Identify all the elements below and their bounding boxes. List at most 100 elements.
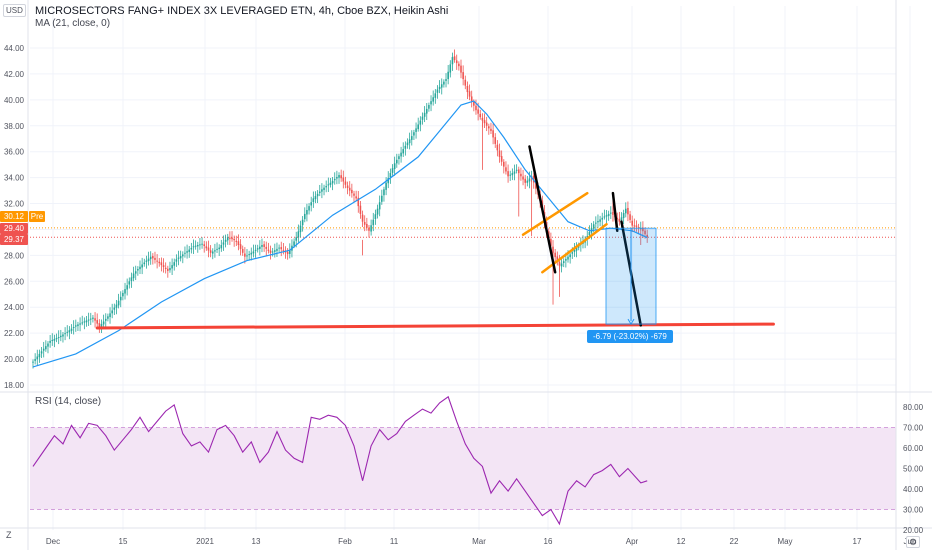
candle-body — [605, 215, 608, 217]
candle-body — [297, 231, 300, 238]
x-tick-label: 17 — [853, 537, 862, 546]
candle-body — [36, 356, 39, 360]
candle-body — [160, 262, 163, 266]
candle-body — [98, 323, 101, 327]
flag-channel-upper — [521, 191, 589, 236]
currency-label[interactable]: USD — [3, 4, 26, 17]
candle-body — [451, 57, 454, 65]
candle-body — [32, 361, 34, 363]
candle-body — [419, 120, 422, 125]
rsi-legend[interactable]: RSI (14, close) — [35, 396, 102, 407]
candle-body — [520, 173, 522, 177]
candle-body — [389, 173, 392, 178]
candle-body — [511, 173, 514, 176]
candle-body — [633, 225, 636, 227]
candle-body — [588, 232, 591, 236]
candle-body — [449, 64, 452, 73]
candle-body — [374, 214, 377, 219]
candle-body — [107, 316, 109, 319]
candle-body — [201, 243, 203, 245]
candle-body — [550, 238, 552, 246]
candle-body — [194, 245, 197, 247]
x-tick-label: 12 — [677, 537, 686, 546]
ma-line — [32, 100, 648, 368]
candle-body — [423, 112, 426, 117]
candle-body — [336, 176, 338, 179]
candle-body — [109, 313, 111, 318]
candle-body — [556, 256, 559, 262]
candle-body — [207, 247, 210, 251]
candle-body — [274, 250, 276, 252]
candle-body — [398, 156, 400, 160]
candle-body — [417, 124, 419, 130]
candle-body — [66, 331, 69, 333]
candle-body — [513, 171, 516, 174]
candle-body — [42, 348, 45, 351]
candle-body — [132, 273, 135, 279]
candle-body — [342, 177, 345, 182]
candle-body — [535, 182, 537, 189]
candle-body — [567, 256, 569, 260]
candle-body — [415, 128, 417, 132]
candle-body — [175, 259, 178, 262]
candle-body — [40, 351, 43, 354]
candle-body — [577, 245, 580, 248]
candle-body — [89, 318, 92, 320]
candle-body — [430, 101, 432, 105]
candle-body — [376, 208, 379, 215]
candle-body — [299, 225, 302, 233]
candle-body — [351, 189, 353, 194]
candle-body — [562, 261, 565, 264]
candle-body — [323, 187, 325, 191]
settings-icon[interactable]: ⚙ — [906, 536, 920, 548]
candle-body — [263, 244, 265, 247]
candle-body — [438, 86, 441, 90]
candle-body — [282, 249, 285, 251]
candle-body — [152, 256, 154, 259]
candle-body — [128, 281, 131, 285]
candle-body — [381, 195, 383, 202]
candle-body — [229, 237, 231, 239]
candle-body — [137, 268, 139, 271]
candle-body — [622, 213, 625, 219]
candle-body — [503, 161, 505, 167]
candle-body — [404, 145, 407, 149]
candle-body — [473, 101, 475, 106]
candle-body — [55, 338, 58, 340]
measure-label: -6.79 (-23.02%) -679 — [587, 330, 673, 343]
candle-body — [346, 185, 349, 188]
y-tick-label: 38.00 — [4, 122, 25, 131]
rsi-tick-label: 50.00 — [903, 465, 924, 474]
candle-body — [372, 219, 375, 226]
candle-body — [481, 117, 484, 121]
candle-body — [85, 320, 88, 323]
candle-body — [468, 91, 471, 97]
candle-body — [428, 105, 430, 109]
candle-body — [239, 244, 242, 249]
candle-body — [113, 307, 116, 310]
candle-body — [190, 247, 193, 250]
candle-body — [143, 262, 146, 265]
candle-body — [616, 217, 619, 220]
candle-body — [269, 250, 272, 253]
timezone-button[interactable]: Z — [6, 530, 12, 540]
candle-body — [597, 221, 599, 223]
candle-body — [70, 328, 73, 331]
candle-body — [396, 159, 398, 164]
candle-body — [261, 245, 263, 247]
candle-body — [92, 317, 94, 319]
x-tick-label: 16 — [544, 537, 553, 546]
candle-body — [205, 246, 208, 249]
candle-body — [256, 248, 259, 250]
candle-body — [244, 253, 246, 257]
ma-legend[interactable]: MA (21, close, 0) — [35, 18, 111, 29]
candle-body — [440, 84, 443, 88]
y-tick-label: 22.00 — [4, 329, 25, 338]
rsi-pane — [30, 395, 896, 526]
candle-body — [60, 335, 62, 338]
candle-body — [644, 230, 646, 235]
candle-body — [102, 321, 105, 325]
candle-body — [627, 207, 629, 215]
